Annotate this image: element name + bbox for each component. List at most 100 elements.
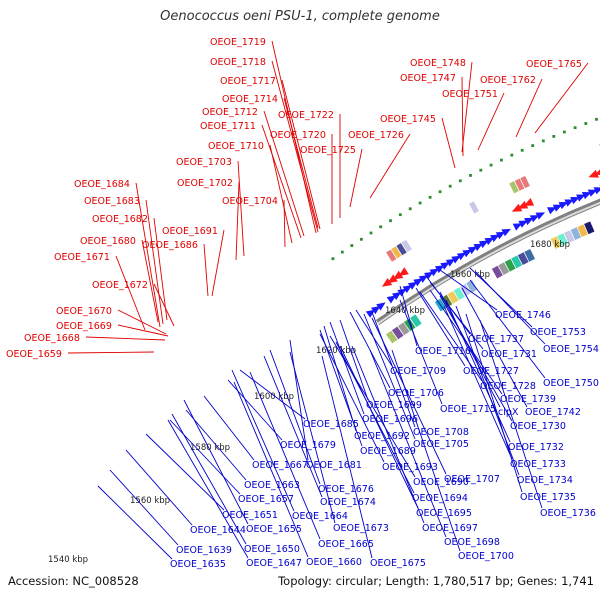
- forward-label-line: [263, 110, 305, 237]
- reverse-gene: [418, 275, 429, 283]
- reverse-gene-label: OEOE_1727: [463, 366, 519, 377]
- forward-gene: [511, 203, 523, 212]
- reverse-gene: [402, 285, 413, 294]
- forward-label-line: [235, 181, 240, 261]
- reverse-gene-label: OEOE_1674: [320, 497, 376, 508]
- reverse-gene-label: OEOE_1639: [176, 545, 232, 556]
- forward-gene-label: OEOE_1765: [526, 59, 582, 70]
- reverse-gene-label: OEOE_1699: [366, 400, 422, 411]
- tick-label: 1660 kbp: [450, 270, 490, 280]
- tick-marks: 1540 kbp 1560 kbp 1580 kbp 1600 kbp 1620 kbp…: [48, 240, 570, 565]
- feature-block: [410, 314, 422, 328]
- reverse-gene: [451, 255, 461, 264]
- forward-gene-label: OEOE_1719: [210, 37, 266, 48]
- reverse-gene: [445, 258, 456, 267]
- reverse-label-line: [363, 313, 416, 440]
- feature-track-inner: [385, 221, 595, 344]
- reverse-gene-label: OEOE_1647: [246, 558, 302, 569]
- reverse-gene: [547, 207, 557, 215]
- forward-label-line: [283, 199, 286, 248]
- feature-block: [453, 287, 465, 301]
- gc-dot: [595, 117, 598, 121]
- forward-gene-label: OEOE_1704: [222, 196, 278, 207]
- gc-dot: [389, 219, 392, 223]
- reverse-gene-label: OEOE_1665: [318, 539, 374, 550]
- forward-gene-label: OEOE_1718: [210, 57, 266, 68]
- forward-gene: [594, 169, 600, 176]
- forward-label-line: [515, 78, 543, 138]
- reverse-gene-label: OEOE_1663: [244, 480, 300, 491]
- reverse-gene-label: OEOE_1732: [508, 442, 564, 453]
- gc-dot: [500, 158, 503, 162]
- feature-block: [401, 239, 412, 252]
- reverse-gene: [501, 228, 511, 237]
- reverse-gene: [576, 194, 586, 202]
- reverse-gene-label: OEOE_1635: [170, 559, 226, 570]
- reverse-label-line: [289, 339, 309, 461]
- feature-block: [447, 290, 459, 304]
- reverse-label-line: [171, 413, 247, 545]
- forward-gene-label: OEOE_1683: [84, 196, 140, 207]
- reverse-gene-label: OEOE_1694: [412, 493, 468, 504]
- reverse-gene-label: OEOE_1750: [543, 378, 599, 389]
- reverse-gene-label: OEOE_1695: [416, 508, 472, 519]
- reverse-label-line: [399, 299, 443, 405]
- reverse-label-line: [185, 409, 247, 481]
- forward-gene-label: OEOE_1751: [442, 89, 498, 100]
- reverse-gene: [434, 265, 445, 274]
- reverse-gene-label: OEOE_1685: [303, 419, 359, 430]
- reverse-label-line: [479, 319, 543, 509]
- feature-block: [396, 243, 407, 256]
- gc-dot: [458, 179, 462, 183]
- forward-gene-label: OEOE_1745: [380, 114, 436, 125]
- reverse-gene: [495, 231, 506, 240]
- forward-label-line: [269, 144, 293, 244]
- forward-label-line: [117, 324, 169, 337]
- feature-block: [550, 236, 562, 250]
- reverse-gene-label: OEOE_1716: [415, 346, 471, 357]
- forward-label-line: [153, 217, 168, 321]
- forward-label-line: [203, 243, 209, 297]
- feature-block: [498, 262, 510, 276]
- reverse-gene-label: OEOE_1664: [292, 511, 348, 522]
- reverse-label-line: [97, 485, 173, 560]
- forward-gene-label: OEOE_1712: [202, 107, 258, 118]
- reverse-gene-label: OEOE_1650: [244, 544, 300, 555]
- forward-gene-label: OEOE_1670: [56, 306, 112, 317]
- tick-label: 1540 kbp: [48, 555, 88, 565]
- reverse-gene-label: OEOE_1700: [458, 551, 514, 562]
- reverse-gene-label: OEOE_1734: [517, 475, 573, 486]
- reverse-gene-label: OEOE_1660: [306, 557, 362, 568]
- forward-gene: [588, 169, 599, 178]
- reverse-label-line: [369, 349, 447, 538]
- tick-label: 1680 kbp: [530, 240, 570, 250]
- forward-label-line: [153, 283, 175, 327]
- reverse-gene: [376, 302, 386, 311]
- gc-dot: [531, 144, 535, 147]
- gc-dot: [428, 195, 432, 199]
- forward-label-line: [461, 76, 464, 157]
- forward-label-line: [281, 79, 321, 230]
- reverse-label-line: [167, 419, 249, 559]
- reverse-label-line: [269, 349, 321, 485]
- feature-block: [385, 330, 398, 344]
- forward-label-line: [237, 160, 245, 257]
- forward-label-line: [461, 61, 473, 153]
- reverse-gene-label: OEOE_1737: [468, 334, 524, 345]
- reverse-gene: [440, 262, 450, 270]
- reverse-gene-label: OEOE_1644: [190, 525, 246, 536]
- reverse-gene-label: OEOE_1736: [540, 508, 596, 519]
- reverse-gene-label: OEOE_1730: [510, 421, 566, 432]
- feature-block: [391, 246, 402, 259]
- feature-block: [504, 258, 516, 272]
- forward-label-line: [117, 309, 167, 335]
- map-footer: Accession: NC_008528 Topology: circular;…: [0, 574, 600, 596]
- reverse-label-line: [321, 355, 373, 559]
- forward-gene-label: OEOE_1717: [220, 76, 276, 87]
- reverse-gene-label: OEOE_1693: [382, 462, 438, 473]
- tick-label: 1600 kbp: [254, 392, 294, 402]
- gc-dot: [340, 250, 344, 254]
- feature-block: [509, 181, 519, 194]
- forward-label-line: [477, 92, 505, 151]
